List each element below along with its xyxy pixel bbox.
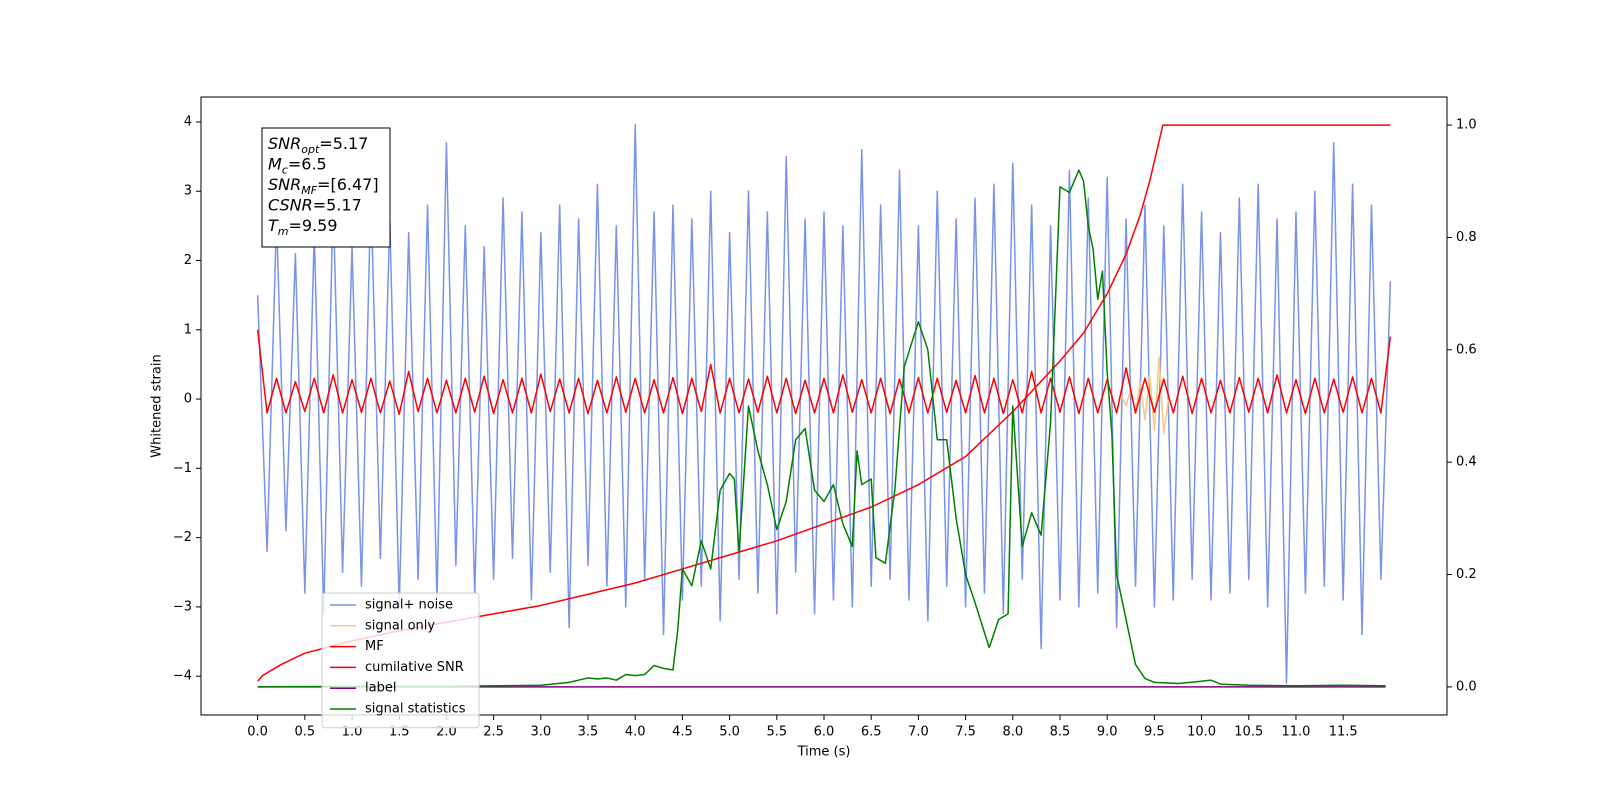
- y-tick-label: −1: [173, 461, 192, 476]
- x-tick-label: 6.0: [814, 725, 835, 740]
- x-tick-label: 9.0: [1097, 725, 1118, 740]
- y-tick-label: −2: [173, 530, 192, 545]
- annotation-subscript: opt: [301, 143, 320, 156]
- annotation-box: [261, 127, 391, 248]
- x-tick-label: 2.5: [483, 725, 504, 740]
- x-tick-label: 7.0: [908, 725, 929, 740]
- annotation-symbol: SNR: [268, 175, 301, 194]
- legend-label: signal+ noise: [365, 598, 453, 613]
- x-tick-label: 8.0: [1002, 725, 1023, 740]
- series-line: [1120, 356, 1170, 435]
- x-tick-label: 9.5: [1144, 725, 1165, 740]
- x-tick-label: 5.5: [766, 725, 787, 740]
- annotation-text: =[6.47]: [317, 175, 379, 194]
- y2-tick-label: 1.0: [1456, 118, 1477, 133]
- x-tick-label: 4.5: [672, 725, 693, 740]
- legend-label: signal only: [365, 618, 435, 633]
- y-tick-label: 3: [184, 184, 192, 199]
- x-tick-label: 5.0: [719, 725, 740, 740]
- annotation-text: =6.5: [288, 155, 327, 174]
- annotation-text: =5.17: [313, 196, 362, 215]
- series-line: [257, 169, 1386, 688]
- x-tick-label: 10.0: [1187, 725, 1216, 740]
- y-tick-label: −4: [173, 669, 192, 684]
- annotation-symbol: SNR: [268, 134, 301, 153]
- annotation-line: SNRMF=[6.47]: [268, 175, 379, 197]
- y2-tick-label: 0.8: [1456, 230, 1477, 245]
- x-tick-label: 8.5: [1050, 725, 1071, 740]
- annotation-subscript: MF: [301, 184, 317, 197]
- annotation-symbol: T: [268, 216, 279, 235]
- y2-tick-label: 0.4: [1456, 455, 1477, 470]
- x-tick-label: 3.5: [578, 725, 599, 740]
- annotation-line: CSNR=5.17: [268, 196, 362, 215]
- legend-label: label: [365, 681, 396, 696]
- legend-label: signal statistics: [365, 702, 466, 717]
- y-tick-label: −3: [173, 599, 192, 614]
- annotation-subscript: m: [278, 225, 289, 238]
- annotation-text: =9.59: [289, 216, 338, 235]
- x-tick-label: 4.0: [625, 725, 646, 740]
- x-tick-label: 11.5: [1329, 725, 1358, 740]
- y-tick-label: 2: [184, 253, 192, 268]
- annotation-text: =5.17: [319, 134, 368, 153]
- y2-tick-label: 0.0: [1456, 679, 1477, 694]
- annotation-subscript: c: [282, 164, 288, 177]
- y-axis-label: Whitened strain: [150, 354, 165, 457]
- annotation-line: SNRopt=5.17: [268, 134, 368, 156]
- y-tick-label: 1: [184, 322, 192, 337]
- x-tick-label: 7.5: [955, 725, 976, 740]
- x-axis-label: Time (s): [797, 745, 851, 760]
- annotation-line: Mc=6.5: [268, 155, 327, 177]
- legend-label: MF: [365, 639, 384, 654]
- x-tick-label: 0.5: [294, 725, 315, 740]
- legend-label: cumilative SNR: [365, 660, 464, 675]
- x-tick-label: 3.0: [530, 725, 551, 740]
- y-tick-label: 4: [184, 114, 192, 129]
- annotation-line: Tm=9.59: [268, 216, 338, 238]
- y2-tick-label: 0.6: [1456, 342, 1477, 357]
- legend-box: [321, 592, 480, 729]
- y2-tick-label: 0.2: [1456, 567, 1477, 582]
- x-tick-label: 0.0: [247, 725, 268, 740]
- series-line: [256, 123, 1392, 684]
- x-tick-label: 6.5: [861, 725, 882, 740]
- annotation-symbol: M: [268, 155, 282, 174]
- series-line: [256, 329, 1392, 416]
- annotation-symbol: CSNR: [268, 196, 313, 215]
- x-tick-label: 10.5: [1234, 725, 1263, 740]
- x-tick-label: 11.0: [1281, 725, 1310, 740]
- y-tick-label: 0: [184, 392, 192, 407]
